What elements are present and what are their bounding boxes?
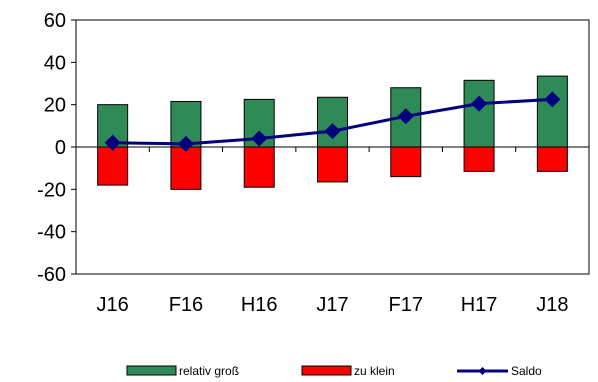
legend-relativ-gross-label: relativ groß [179, 364, 239, 378]
saldo-marker [251, 130, 268, 147]
y-tick-label: 60 [44, 10, 66, 32]
x-tick-label: F17 [389, 294, 423, 316]
legend-relativ-gross-swatch [126, 365, 177, 376]
saldo-marker [104, 134, 121, 151]
y-tick-label: -40 [37, 222, 66, 244]
bar-zu-klein [243, 146, 275, 188]
legend-saldo-label: Saldo [511, 364, 542, 378]
bar-zu-klein [536, 146, 568, 172]
x-axis: J16 F16 H16 J17 F17 H17 J18 [75, 146, 590, 316]
y-tick-label: 40 [44, 52, 66, 74]
bar-zu-klein [390, 146, 422, 178]
x-tick-label: J18 [536, 294, 568, 316]
x-tick-label: J17 [316, 294, 348, 316]
x-tick-label: J16 [97, 294, 129, 316]
legend: relativ groß zu klein Saldo [126, 364, 542, 378]
saldo-marker [324, 123, 341, 140]
y-tick-label: -20 [37, 179, 66, 201]
bar-relativ-gross [317, 96, 348, 148]
saldo-line-group [104, 91, 561, 152]
y-tick-label: -60 [37, 264, 66, 286]
legend-zu-klein-label: zu klein [354, 364, 395, 378]
legend-saldo-swatch-marker [478, 367, 487, 375]
legend-saldo: Saldo [457, 364, 542, 378]
y-tick-label: 0 [55, 137, 66, 159]
bar-relativ-gross [536, 75, 568, 148]
legend-relativ-gross: relativ groß [126, 364, 239, 378]
y-tick-label: 20 [44, 95, 66, 117]
saldo-marker [544, 91, 561, 108]
y-axis: 60 40 20 0 -20 -40 -60 [37, 10, 76, 286]
saldo-marker [471, 95, 488, 112]
bar-zu-klein [97, 146, 129, 186]
bar-relativ-gross [463, 79, 495, 148]
saldo-marker [397, 108, 414, 125]
x-tick-label: H16 [241, 294, 278, 316]
bar-zu-klein [317, 146, 348, 183]
legend-zu-klein-swatch [301, 365, 352, 376]
bar-zu-klein [170, 146, 202, 190]
saldo-marker [177, 135, 194, 152]
bar-zu-klein [463, 146, 495, 172]
x-tick-label: F16 [169, 294, 203, 316]
legend-zu-klein: zu klein [301, 364, 395, 378]
x-tick-label: H17 [461, 294, 498, 316]
